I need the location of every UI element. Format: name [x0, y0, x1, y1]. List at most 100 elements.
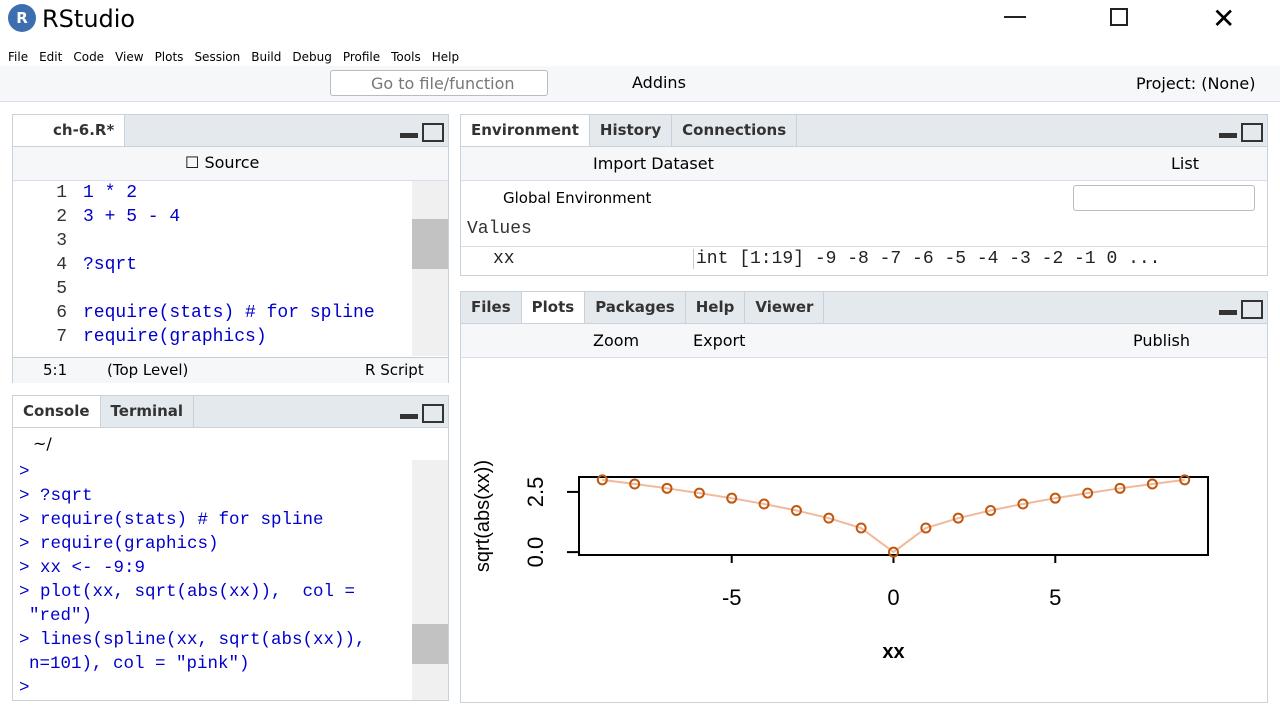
- tab[interactable]: Console: [13, 396, 101, 427]
- file-type[interactable]: R Script: [365, 361, 424, 379]
- point: [1114, 482, 1126, 494]
- main-toolbar: Go to file/function Addins Project: (Non…: [0, 66, 1280, 102]
- source-checkbox[interactable]: ☐ Source: [185, 153, 260, 172]
- tab[interactable]: History: [590, 115, 673, 146]
- app-icon: R: [8, 4, 36, 32]
- editor-tab[interactable]: ch-6.R*: [13, 115, 126, 146]
- point: [1179, 474, 1191, 486]
- tab[interactable]: Plots: [521, 292, 586, 323]
- menu-item[interactable]: Session: [194, 50, 241, 64]
- line-number: 7: [56, 327, 67, 347]
- tab[interactable]: Help: [686, 292, 746, 323]
- point: [596, 474, 608, 486]
- menu-item[interactable]: Debug: [292, 50, 332, 64]
- menu-item[interactable]: Edit: [39, 50, 63, 64]
- point: [888, 546, 899, 558]
- line-number: 6: [56, 303, 67, 323]
- close[interactable]: ✕: [1212, 2, 1236, 35]
- x-tick-label: 0: [887, 585, 899, 610]
- cursor-position: 5:1: [43, 361, 68, 379]
- tab[interactable]: Files: [461, 292, 522, 323]
- tab[interactable]: Connections: [672, 115, 798, 146]
- line-number: 2: [56, 207, 67, 227]
- x-axis-label: xx: [882, 641, 904, 663]
- scope[interactable]: (Top Level): [107, 361, 189, 379]
- console-line: > require(graphics): [19, 534, 219, 554]
- code: 1 * 2: [83, 183, 138, 203]
- console-pane: Console Terminal ~/ > > ?sqrt > require(sta…: [12, 395, 449, 701]
- menu-item[interactable]: Plots: [154, 50, 184, 64]
- code-line: 5: [13, 277, 413, 301]
- code-line: 1 1 * 2: [13, 181, 413, 205]
- search-box[interactable]: [1073, 185, 1255, 211]
- tab[interactable]: Packages: [585, 292, 686, 323]
- line-number: 3: [56, 231, 67, 251]
- view-mode[interactable]: List: [1171, 154, 1199, 173]
- env-table: xx int [1:19] -9 -8 -7 -6 -5 -4 -3 -2 -1 …: [461, 246, 1267, 274]
- point: [1146, 478, 1158, 490]
- var-name: xx: [493, 249, 515, 269]
- menu-item[interactable]: Profile: [342, 50, 381, 64]
- point: [952, 512, 964, 524]
- console-line: > xx <- -9:9: [19, 558, 146, 578]
- point: [823, 512, 835, 524]
- menu-item[interactable]: Help: [431, 50, 460, 64]
- code-area[interactable]: 1 1 * 2 2 3 + 5 - 4 3 4 ?sqrt 5 6 require(stats) …: [13, 181, 413, 356]
- point: [758, 498, 770, 510]
- line-number: 4: [56, 255, 67, 275]
- x-tick-label: -5: [722, 585, 742, 610]
- code-line: 7 require(graphics): [13, 325, 413, 349]
- console-line: > plot(xx, sqrt(abs(xx)), col = "red"): [19, 582, 366, 626]
- publish-button[interactable]: Publish: [1133, 331, 1191, 350]
- tab[interactable]: Environment: [461, 115, 590, 146]
- point: [726, 492, 738, 504]
- project-menu[interactable]: Project: (None): [1136, 74, 1256, 93]
- tab[interactable]: Viewer: [745, 292, 825, 323]
- code-line: 4 ?sqrt: [13, 253, 413, 277]
- point: [1017, 498, 1029, 510]
- var-value: int [1:19] -9 -8 -7 -6 -5 -4 -3 -2 -1 0 …: [693, 249, 1160, 269]
- tab[interactable]: Terminal: [101, 396, 195, 427]
- point: [1049, 492, 1061, 504]
- console-line: >: [19, 678, 30, 698]
- point: [790, 504, 802, 516]
- code: 3 + 5 - 4: [83, 207, 181, 227]
- menu-item[interactable]: Code: [73, 50, 105, 64]
- point: [629, 478, 641, 490]
- y-axis-label: sqrt(abs(xx)): [472, 460, 494, 572]
- code-line: 3: [13, 229, 413, 253]
- menu-bar: File Edit Code View Plots Session Build Debug Pr…: [8, 47, 470, 65]
- menu-item[interactable]: Tools: [391, 50, 421, 64]
- fit-line: [602, 478, 1185, 554]
- env-scope[interactable]: Global Environment: [503, 189, 652, 207]
- x-tick-label: 5: [1049, 585, 1061, 610]
- line-number: 1: [56, 183, 67, 203]
- point: [985, 504, 997, 516]
- menu-item[interactable]: View: [115, 50, 144, 64]
- code: ?sqrt: [83, 255, 138, 275]
- plots-pane: Files Plots Packages Help Viewer Zoom Export…: [460, 291, 1268, 703]
- addins-button[interactable]: Addins: [632, 73, 686, 92]
- menu-item[interactable]: File: [8, 50, 29, 64]
- minimize[interactable]: [1004, 16, 1026, 18]
- point: [1082, 487, 1094, 499]
- goto-field[interactable]: Go to file/function: [330, 70, 548, 96]
- console-line: > ?sqrt: [19, 486, 93, 506]
- code-line: 2 3 + 5 - 4: [13, 205, 413, 229]
- line-number: 5: [56, 279, 67, 299]
- code-line: 6 require(stats) # for spline: [13, 301, 413, 325]
- point: [661, 482, 673, 494]
- console-output[interactable]: > > ?sqrt > require(stats) # for spline > r…: [19, 460, 415, 700]
- export-button[interactable]: Export: [693, 331, 746, 350]
- plot: -5 0 5 0.0 2.5 xx sqrt(abs(xx)): [472, 460, 1209, 663]
- import-dataset[interactable]: Import Dataset: [593, 154, 714, 173]
- zoom-button[interactable]: Zoom: [593, 331, 640, 350]
- menu-item[interactable]: Build: [251, 50, 282, 64]
- y-tick-label: 2.5: [523, 477, 548, 508]
- code: require(graphics): [83, 327, 267, 347]
- editor-pane: ch-6.R* ☐ Source 1 1 * 2 2 3 + 5 - 4 3 4 ?sqrt…: [12, 114, 449, 383]
- source-label: Source: [204, 153, 260, 172]
- restore[interactable]: [1110, 8, 1128, 26]
- point: [693, 487, 705, 499]
